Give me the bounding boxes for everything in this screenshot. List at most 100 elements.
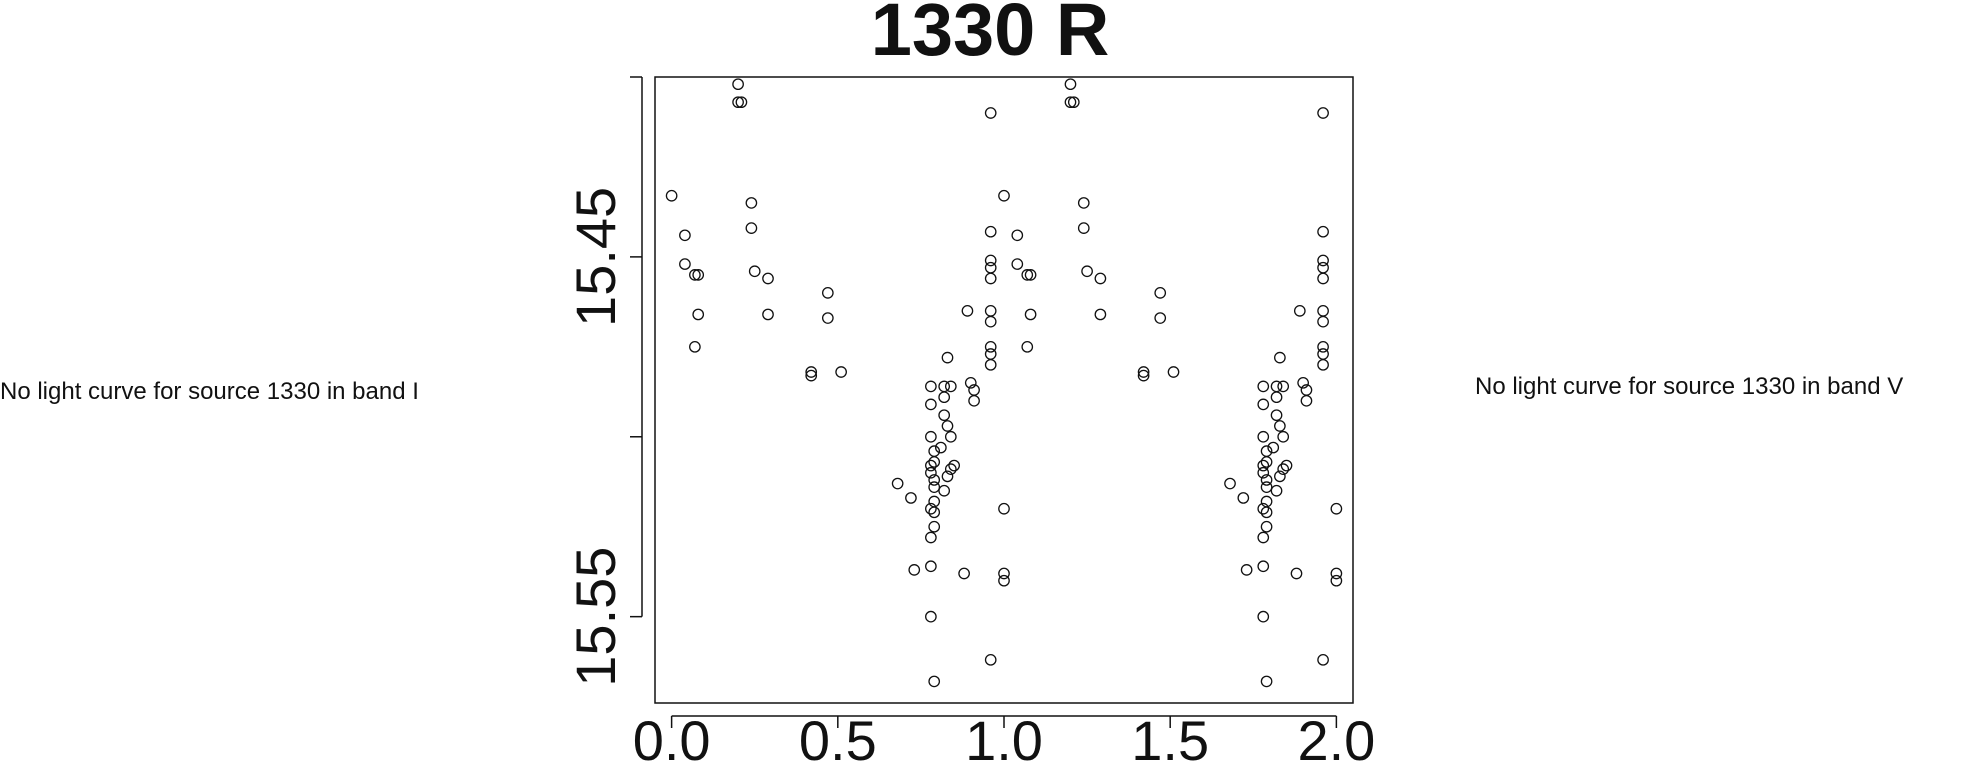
data-point [1317,261,1329,274]
data-point [1257,398,1270,411]
data-point [908,564,921,576]
data-point [762,308,774,321]
data-point [938,391,951,404]
data-point [1024,308,1037,321]
data-point [821,287,834,299]
data-point [958,567,970,580]
data-point [944,380,957,393]
data-point [928,456,941,468]
data-point [934,441,947,454]
data-point [1154,312,1167,324]
data-point [928,474,941,486]
data-point [1300,384,1313,396]
data-point [1257,531,1270,544]
data-point [1257,560,1270,573]
data-point [1277,380,1290,393]
plot-frame [654,76,1354,704]
data-point [1270,409,1283,422]
data-point [748,265,761,278]
data-point [1267,441,1280,454]
data-point [928,675,941,688]
data-point [925,398,937,411]
band-i-note: No light curve for source 1330 in band I [0,378,419,405]
data-point [925,380,937,393]
data-point [1257,466,1270,479]
data-point [1021,340,1034,353]
data-point [1330,502,1343,515]
data-point [968,384,980,396]
data-point [1260,506,1273,519]
data-point [925,466,937,479]
data-point [1280,459,1293,472]
data-point [984,358,997,371]
x-tick-label: 0.5 [799,709,877,763]
data-point [938,409,951,422]
band-v-note: No light curve for source 1330 in band V [1475,373,1904,400]
data-point [1064,96,1077,109]
data-point [732,78,744,91]
data-point [1224,477,1236,490]
data-point [891,477,904,490]
data-point [905,492,917,504]
x-tick-label: 1.5 [1131,709,1209,763]
data-point [1330,574,1343,587]
data-point [1021,269,1034,281]
data-point [984,272,997,285]
x-tick-label: 0.0 [633,709,711,763]
data-point [762,272,774,285]
data-point [1317,107,1329,119]
data-point [1167,366,1180,378]
data-point [941,470,954,483]
data-point [1300,394,1313,407]
data-point [928,520,941,533]
data-point [925,531,937,544]
data-point [948,459,960,472]
data-point [941,351,954,364]
data-point [1137,369,1150,382]
data-point [732,96,744,109]
data-point [1094,308,1107,321]
data-point [944,430,957,443]
data-point [1277,463,1290,475]
data-point [805,366,818,378]
data-point [1094,272,1107,285]
data-point [1011,258,1024,270]
data-point [1293,305,1306,317]
data-point [805,369,818,382]
data-point [998,567,1010,580]
data-points [665,78,1343,688]
data-point [689,340,701,353]
data-point [1317,340,1329,353]
data-point [1317,348,1329,360]
data-point [1317,254,1329,267]
data-point [1317,653,1329,666]
data-point [1260,456,1273,468]
data-point [1317,315,1329,328]
data-point [925,610,937,623]
data-point [984,315,997,328]
data-point [998,189,1010,202]
data-point [835,366,847,378]
data-point [1274,351,1286,364]
x-tick-label: 2.0 [1297,709,1375,763]
data-point [941,420,954,432]
data-point [925,560,937,573]
data-point [964,376,977,389]
data-point [1317,225,1329,238]
data-point [938,380,951,393]
data-point [665,189,678,202]
data-point [689,269,701,281]
data-point [938,484,951,497]
data-point [1274,470,1286,483]
data-point [692,308,705,321]
data-point [1081,265,1093,278]
data-point [984,254,997,267]
chart-title: 1330 R [871,0,1110,71]
data-point [679,229,691,242]
y-axis: 15.45 15.55 [564,76,643,687]
data-point [1067,96,1080,109]
data-point [1257,459,1270,472]
data-point [1257,610,1270,623]
data-point [1270,484,1283,497]
data-point [1077,197,1090,209]
